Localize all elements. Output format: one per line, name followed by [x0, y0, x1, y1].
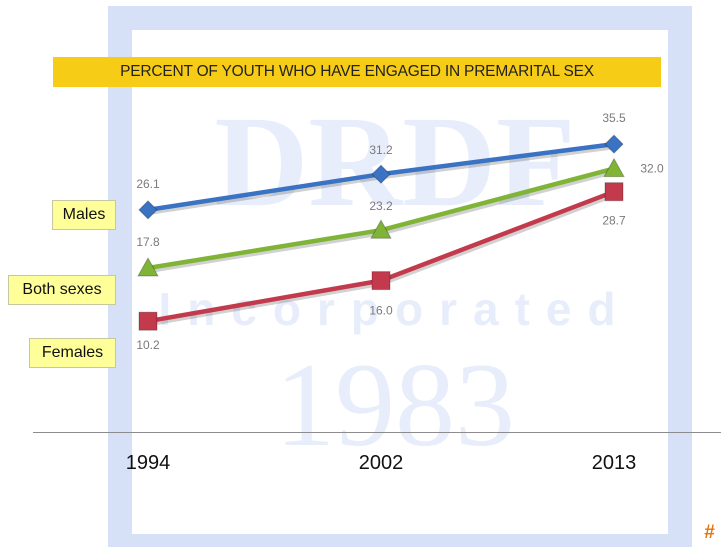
data-point-females-2002 [371, 271, 391, 291]
data-label-both-sexes-1994: 17.8 [136, 235, 160, 249]
data-label-both-sexes-2013: 32.0 [640, 162, 664, 176]
data-label-females-2013: 28.7 [602, 214, 626, 228]
series-label-females: Females [29, 338, 116, 368]
data-point-males-2002 [371, 164, 391, 184]
data-point-females-2013 [604, 182, 624, 202]
data-label-males-2002: 31.2 [369, 143, 393, 157]
series-males: 26.1 31.2 35.5 [136, 111, 626, 220]
watermark-text-middle: Incorporated [158, 283, 631, 335]
data-point-males-2013 [604, 134, 624, 154]
series-both-sexes: 17.8 23.2 32.0 [136, 157, 664, 277]
data-label-both-sexes-2002: 23.2 [369, 199, 393, 213]
data-label-females-2002: 16.0 [369, 304, 393, 318]
x-tick-label-2002: 2002 [358, 452, 404, 474]
series-label-males: Males [52, 200, 116, 230]
watermark-text-top: DRDF [214, 90, 575, 234]
series-label-both-sexes: Both sexes [8, 275, 116, 305]
x-tick-label-2013: 2013 [591, 452, 637, 474]
watermark-text-bottom: 1983 [275, 338, 515, 471]
data-point-females-1994 [138, 311, 158, 331]
data-label-males-2013: 35.5 [602, 111, 626, 125]
data-point-both-sexes-2013 [603, 157, 625, 178]
data-label-males-1994: 26.1 [136, 177, 160, 191]
data-point-males-1994 [138, 200, 158, 220]
data-label-females-1994: 10.2 [136, 338, 160, 352]
chart-title: PERCENT OF YOUTH WHO HAVE ENGAGED IN PRE… [53, 57, 661, 87]
x-axis-line [33, 432, 721, 433]
series-females: 10.2 16.0 28.7 [136, 182, 626, 352]
data-point-both-sexes-2002 [370, 219, 392, 239]
slide-number-mark: # [704, 522, 715, 543]
data-point-both-sexes-1994 [137, 256, 159, 277]
x-tick-label-1994: 1994 [125, 452, 171, 474]
